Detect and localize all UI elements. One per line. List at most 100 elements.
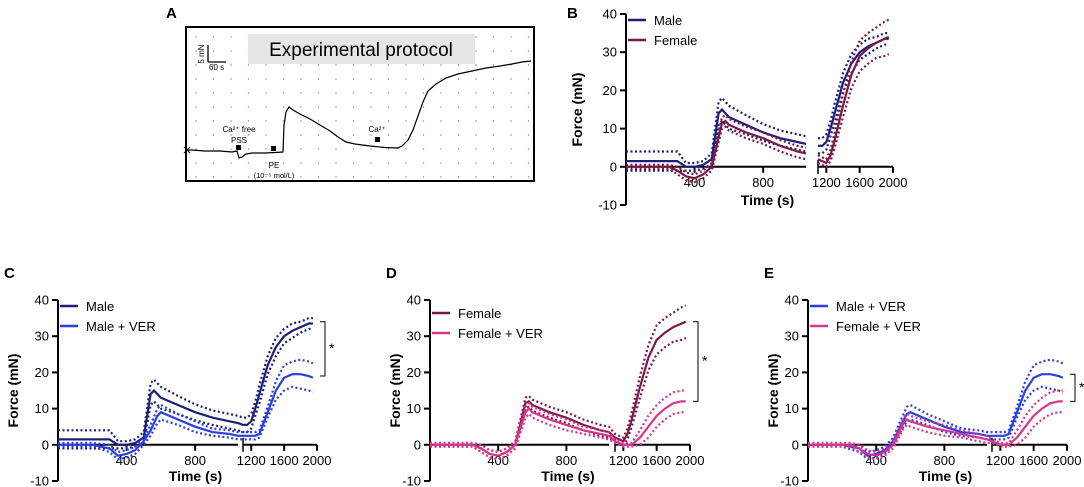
grid-dot (195, 106, 197, 108)
grid-dot (440, 92, 442, 94)
grid-dot (510, 106, 512, 108)
grid-dot (440, 176, 442, 178)
significance-star: * (1079, 379, 1084, 395)
grid-dot (527, 106, 530, 108)
y-tick-label: 0 (42, 437, 49, 452)
grid-dot (230, 176, 232, 178)
grid-dot (212, 176, 215, 178)
series-line (430, 400, 686, 457)
grid-dot (265, 78, 267, 80)
grid-dot (492, 148, 495, 150)
y-axis-title: Force (mN) (765, 354, 781, 428)
y-tick-label: 10 (603, 121, 617, 136)
grid-dot (527, 120, 530, 122)
legend-label: Female (654, 33, 697, 48)
grid-dot (247, 120, 250, 122)
grid-dot (457, 64, 460, 66)
grid-dot (510, 176, 512, 178)
x-axis-title: Time (s) (541, 468, 594, 484)
grid-dot (317, 162, 320, 164)
grid-dot (265, 176, 267, 178)
x-tick-label: 800 (752, 175, 774, 190)
x-tick-label: 2000 (303, 453, 332, 468)
grid-dot (492, 162, 495, 164)
grid-dot (457, 92, 460, 94)
grid-dot (212, 50, 215, 52)
series-sem-upper (808, 358, 1064, 454)
x-tick-label: 800 (934, 453, 956, 468)
series-line (58, 373, 314, 457)
grid-dot (195, 50, 197, 52)
y-tick-label: -10 (402, 474, 421, 487)
grid-dot (440, 148, 442, 150)
y-tick-label: 10 (35, 401, 49, 416)
grid-dot (212, 78, 215, 80)
grid-dot (195, 162, 197, 164)
grid-dot (422, 120, 425, 122)
legend-label: Female + VER (458, 326, 543, 341)
grid-dot (475, 78, 477, 80)
legend-label: Female (458, 306, 501, 321)
marker-pe-conc-label: (10⁻⁵ mol/L) (254, 171, 295, 180)
series-sem-lower (430, 411, 686, 461)
grid-dot (212, 92, 215, 94)
x-tick-label: 1200 (812, 175, 841, 190)
series-line (817, 35, 890, 165)
grid-dot (405, 92, 407, 94)
grid-dot (300, 134, 302, 136)
grid-dot (282, 64, 285, 66)
grid-dot (510, 78, 512, 80)
panel-letter: B (567, 5, 578, 22)
grid-dot (440, 106, 442, 108)
x-tick-label: 800 (184, 453, 206, 468)
y-tick-label: -10 (30, 474, 49, 487)
grid-dot (195, 92, 197, 94)
x-tick-label: 1200 (986, 453, 1015, 468)
grid-dot (527, 50, 530, 52)
grid-dot (457, 176, 460, 178)
series-sem-lower (808, 385, 1064, 461)
grid-dot (230, 106, 232, 108)
grid-dot (457, 106, 460, 108)
x-tick-label: 1200 (609, 453, 638, 468)
grid-dot (492, 36, 495, 38)
legend-label: Female + VER (836, 319, 921, 334)
grid-dot (195, 78, 197, 80)
panel-letter: D (386, 265, 397, 282)
grid-dot (335, 176, 337, 178)
y-axis-title: Force (mN) (569, 73, 585, 147)
series-line (808, 400, 1063, 457)
grid-dot (352, 92, 355, 94)
grid-dot (230, 134, 232, 136)
series-sem-lower (626, 125, 807, 184)
grid-dot (475, 162, 477, 164)
y-axis-title: Force (mN) (387, 354, 403, 428)
grid-dot (405, 148, 407, 150)
grid-dot (300, 92, 302, 94)
grid-dot (282, 106, 285, 108)
x-tick-label: 2000 (1053, 453, 1082, 468)
grid-dot (405, 78, 407, 80)
grid-dot (422, 134, 425, 136)
y-tick-label: 0 (414, 437, 421, 452)
marker-ca-label: Ca²⁺ (368, 125, 385, 134)
grid-dot (335, 64, 337, 66)
grid-dot (475, 92, 477, 94)
grid-dot (440, 162, 442, 164)
grid-dot (475, 50, 477, 52)
x-tick-label: 1600 (845, 175, 874, 190)
grid-dot (195, 176, 197, 178)
grid-dot (492, 92, 495, 94)
marker-ca-free-label: Ca²⁺ free (222, 125, 256, 134)
grid-dot (247, 92, 250, 94)
grid-dot (422, 148, 425, 150)
grid-dot (335, 162, 337, 164)
grid-dot (457, 148, 460, 150)
grid-dot (387, 148, 390, 150)
grid-dot (335, 120, 337, 122)
y-axis-title: Force (mN) (5, 354, 21, 428)
grid-dot (457, 78, 460, 80)
grid-dot (300, 78, 302, 80)
